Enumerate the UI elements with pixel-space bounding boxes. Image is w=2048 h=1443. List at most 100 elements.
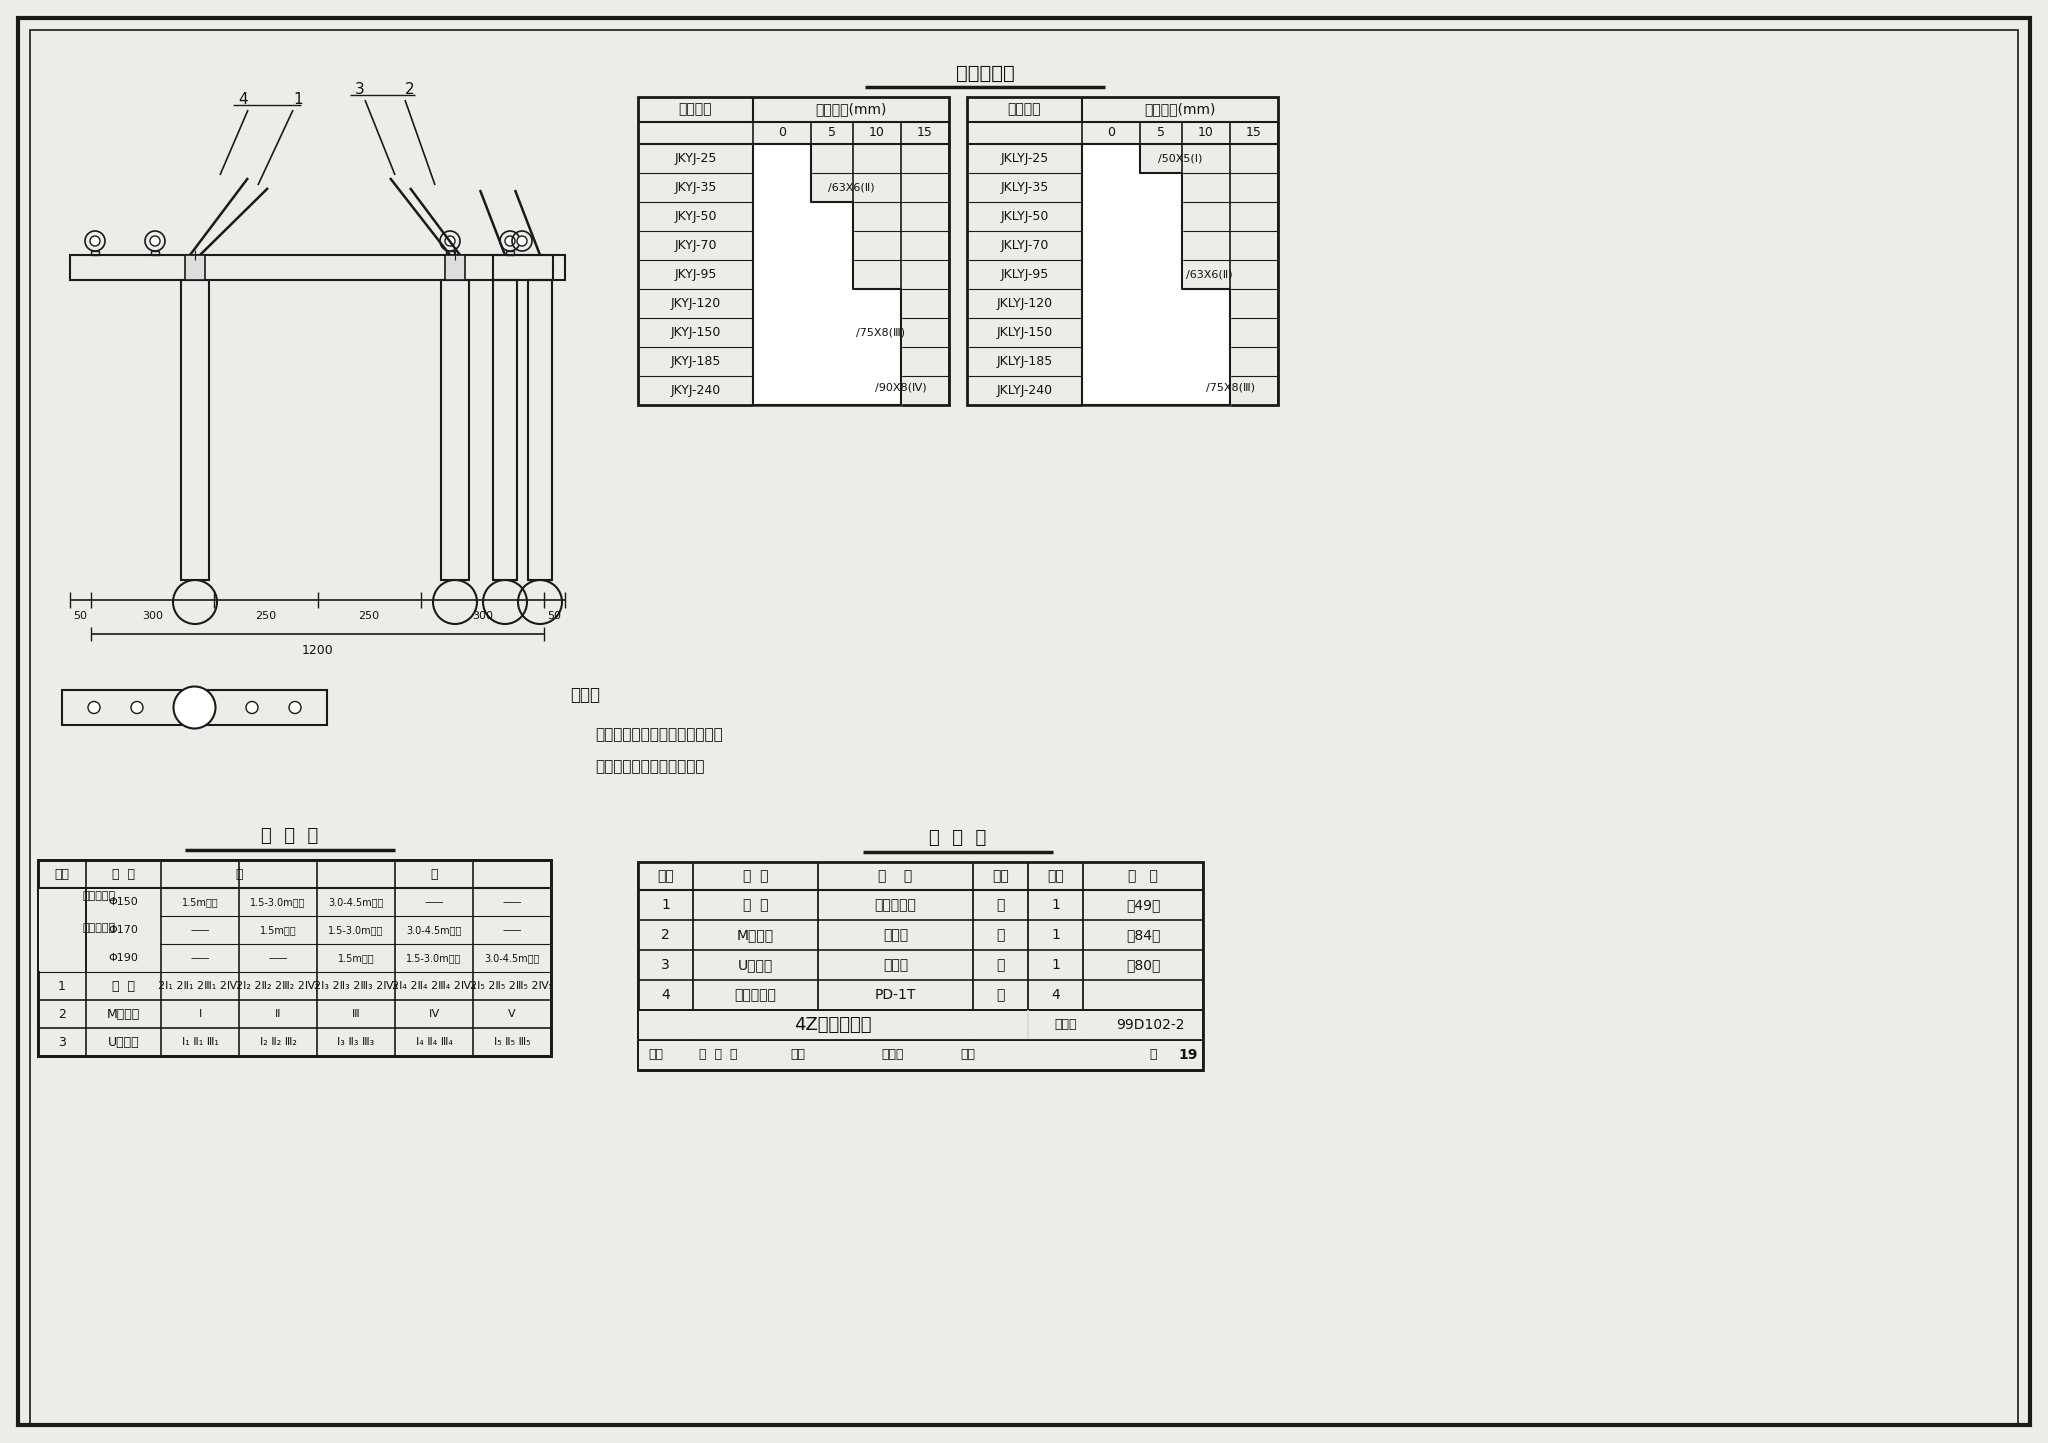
Text: /75X8(Ⅲ): /75X8(Ⅲ) [1206, 382, 1255, 392]
Text: 300: 300 [141, 610, 164, 620]
Bar [639, 1040, 1202, 1069]
Text: 5: 5 [827, 127, 836, 140]
Text: 15: 15 [1245, 127, 1262, 140]
Text: 3.0-4.5m以内: 3.0-4.5m以内 [483, 952, 541, 962]
Text: JKYJ-50: JKYJ-50 [674, 211, 717, 224]
Text: 见49页: 见49页 [1126, 898, 1159, 912]
Text: I₁ Ⅱ₁ Ⅲ₁: I₁ Ⅱ₁ Ⅲ₁ [182, 1038, 219, 1048]
Text: JKLYJ-240: JKLYJ-240 [997, 384, 1053, 397]
Text: JKYJ-240: JKYJ-240 [670, 384, 721, 397]
Text: 数量: 数量 [1047, 869, 1063, 883]
Text: 10: 10 [1198, 127, 1214, 140]
Text: Φ150: Φ150 [109, 898, 139, 908]
Text: /50X5(Ⅰ): /50X5(Ⅰ) [1157, 153, 1202, 163]
Text: 4: 4 [1051, 988, 1061, 1001]
Circle shape [246, 701, 258, 713]
Text: ——: —— [424, 898, 444, 908]
Text: 1: 1 [57, 980, 66, 993]
Text: M形抱铁: M形抱铁 [737, 928, 774, 942]
Text: JKLYJ-35: JKLYJ-35 [999, 180, 1049, 193]
Bar [446, 251, 455, 255]
Text: 见上、左表: 见上、左表 [874, 898, 915, 912]
Text: 选  型  表: 选 型 表 [262, 827, 319, 846]
Text: /90X8(Ⅳ): /90X8(Ⅳ) [874, 382, 928, 392]
Bar [639, 97, 948, 405]
Text: 0: 0 [1108, 127, 1114, 140]
Text: 付: 付 [995, 898, 1006, 912]
Text: 3.0-4.5m以内: 3.0-4.5m以内 [328, 898, 383, 908]
Text: 付: 付 [995, 958, 1006, 973]
Text: 1: 1 [1051, 928, 1061, 942]
Bar [528, 280, 553, 580]
Text: 名  称: 名 称 [113, 867, 135, 880]
Text: 250: 250 [358, 610, 379, 620]
Text: 19: 19 [1178, 1048, 1198, 1062]
Bar [494, 280, 516, 580]
Bar [494, 255, 553, 280]
Text: 1: 1 [1051, 958, 1061, 973]
Text: 见84页: 见84页 [1126, 928, 1159, 942]
Text: JKYJ-70: JKYJ-70 [674, 240, 717, 253]
Text: 见80页: 见80页 [1126, 958, 1159, 973]
Text: JKLYJ-25: JKLYJ-25 [999, 152, 1049, 165]
Bar [70, 255, 565, 280]
Bar [184, 255, 205, 280]
Text: 序号: 序号 [657, 869, 674, 883]
Bar [90, 251, 98, 255]
Circle shape [174, 687, 215, 729]
Text: 适用的转角范围见附录表。: 适用的转角范围见附录表。 [596, 759, 705, 775]
Text: 个: 个 [995, 928, 1006, 942]
Text: 单针式绝缘子在不同截面导线时: 单针式绝缘子在不同截面导线时 [596, 727, 723, 743]
Text: 10: 10 [868, 127, 885, 140]
Text: 1.5-3.0m以内: 1.5-3.0m以内 [406, 952, 461, 962]
Text: /63X6(Ⅱ): /63X6(Ⅱ) [827, 182, 874, 192]
Text: 1200: 1200 [301, 644, 334, 657]
Text: 规: 规 [236, 867, 244, 880]
Bar [180, 280, 209, 580]
Text: 1.5m以内: 1.5m以内 [182, 898, 219, 908]
Text: Ⅴ: Ⅴ [508, 1009, 516, 1019]
Text: 湾乡绚: 湾乡绚 [883, 1049, 905, 1062]
Text: JKLYJ-150: JKLYJ-150 [997, 326, 1053, 339]
Bar [440, 280, 469, 580]
Text: 审核: 审核 [647, 1049, 664, 1062]
Text: 1: 1 [1051, 898, 1061, 912]
Bar [639, 861, 1202, 1071]
Text: U形抱箍: U形抱箍 [109, 1036, 139, 1049]
Text: 2I₁ 2Ⅱ₁ 2Ⅲ₁ 2Ⅳ₁: 2I₁ 2Ⅱ₁ 2Ⅲ₁ 2Ⅳ₁ [158, 981, 242, 991]
Text: 4: 4 [662, 988, 670, 1001]
Text: M形抱铁: M形抱铁 [106, 1007, 139, 1020]
Bar [1028, 1012, 1202, 1039]
Text: 50: 50 [74, 610, 88, 620]
Bar [39, 860, 551, 1056]
Text: 3: 3 [354, 82, 365, 98]
Text: ——: —— [502, 898, 522, 908]
Text: 附   注: 附 注 [1128, 869, 1157, 883]
Text: 规    格: 规 格 [879, 869, 913, 883]
Text: 导线规格: 导线规格 [1008, 102, 1040, 117]
Text: 单位: 单位 [991, 869, 1010, 883]
Circle shape [150, 237, 160, 245]
Text: PD-1T: PD-1T [874, 988, 915, 1001]
Text: JKLYJ-185: JKLYJ-185 [997, 355, 1053, 368]
Text: 1.5-3.0m以内: 1.5-3.0m以内 [250, 898, 305, 908]
Bar [506, 251, 514, 255]
Text: 图集号: 图集号 [1055, 1019, 1077, 1032]
Text: 导线规格: 导线规格 [678, 102, 713, 117]
Text: 沙  天  迪: 沙 天 迪 [698, 1049, 737, 1062]
Text: 1: 1 [293, 92, 303, 107]
Text: I₅ Ⅱ₅ Ⅲ₅: I₅ Ⅱ₅ Ⅲ₅ [494, 1038, 530, 1048]
Text: 见左表: 见左表 [883, 958, 907, 973]
Text: JKLYJ-120: JKLYJ-120 [997, 297, 1053, 310]
Text: 覆冰厚度(mm): 覆冰厚度(mm) [815, 102, 887, 117]
Text: JKLYJ-50: JKLYJ-50 [999, 211, 1049, 224]
Bar [61, 690, 328, 724]
Text: 2I₄ 2Ⅱ₄ 2Ⅲ₄ 2Ⅳ₄: 2I₄ 2Ⅱ₄ 2Ⅲ₄ 2Ⅳ₄ [391, 981, 475, 991]
Text: ——: —— [502, 925, 522, 935]
Text: 覆冰厚度(mm): 覆冰厚度(mm) [1145, 102, 1217, 117]
Text: JKYJ-185: JKYJ-185 [670, 355, 721, 368]
Text: JKLYJ-70: JKLYJ-70 [999, 240, 1049, 253]
Text: I₄ Ⅱ₄ Ⅲ₄: I₄ Ⅱ₄ Ⅲ₄ [416, 1038, 453, 1048]
Polygon shape [1081, 144, 1231, 405]
Circle shape [88, 701, 100, 713]
